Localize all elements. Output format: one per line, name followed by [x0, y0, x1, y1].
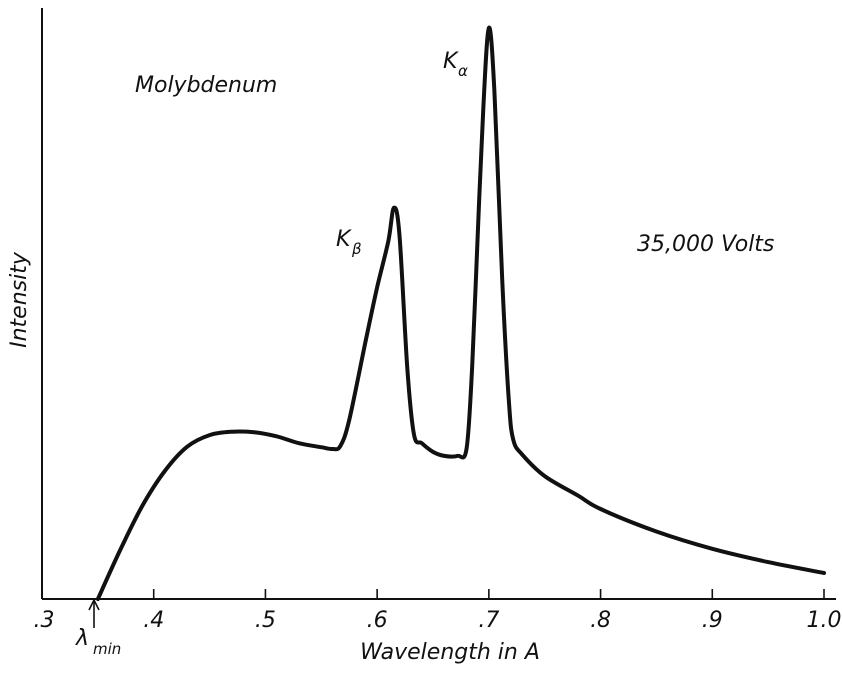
x-tick-label: .5 [255, 608, 276, 633]
x-ticks: .3 .4 .5 .6 .7 .8 .9 1.0 [34, 589, 842, 633]
k-alpha-label: K [443, 49, 459, 74]
k-alpha-subscript: α [458, 62, 468, 80]
lambda-min-subscript: min [93, 640, 121, 658]
x-tick-label: .7 [478, 608, 499, 633]
x-tick-label: .3 [34, 608, 55, 633]
x-tick-label: 1.0 [807, 608, 842, 633]
k-beta-subscript: β [351, 240, 362, 258]
x-tick-label: .8 [590, 608, 611, 633]
k-beta-label: K [336, 227, 352, 252]
x-tick-label: .4 [143, 608, 164, 633]
x-tick-label: .9 [702, 608, 723, 633]
spectrum-line [95, 25, 826, 601]
x-axis-title: Wavelength in A [360, 640, 540, 665]
x-tick-label: .6 [367, 608, 388, 633]
element-label: Molybdenum [135, 73, 277, 98]
lambda-min-arrow-head [88, 598, 100, 611]
voltage-label: 35,000 Volts [637, 232, 774, 257]
y-axis-title: Intensity [7, 251, 32, 348]
lambda-min-label: λ [75, 626, 89, 651]
